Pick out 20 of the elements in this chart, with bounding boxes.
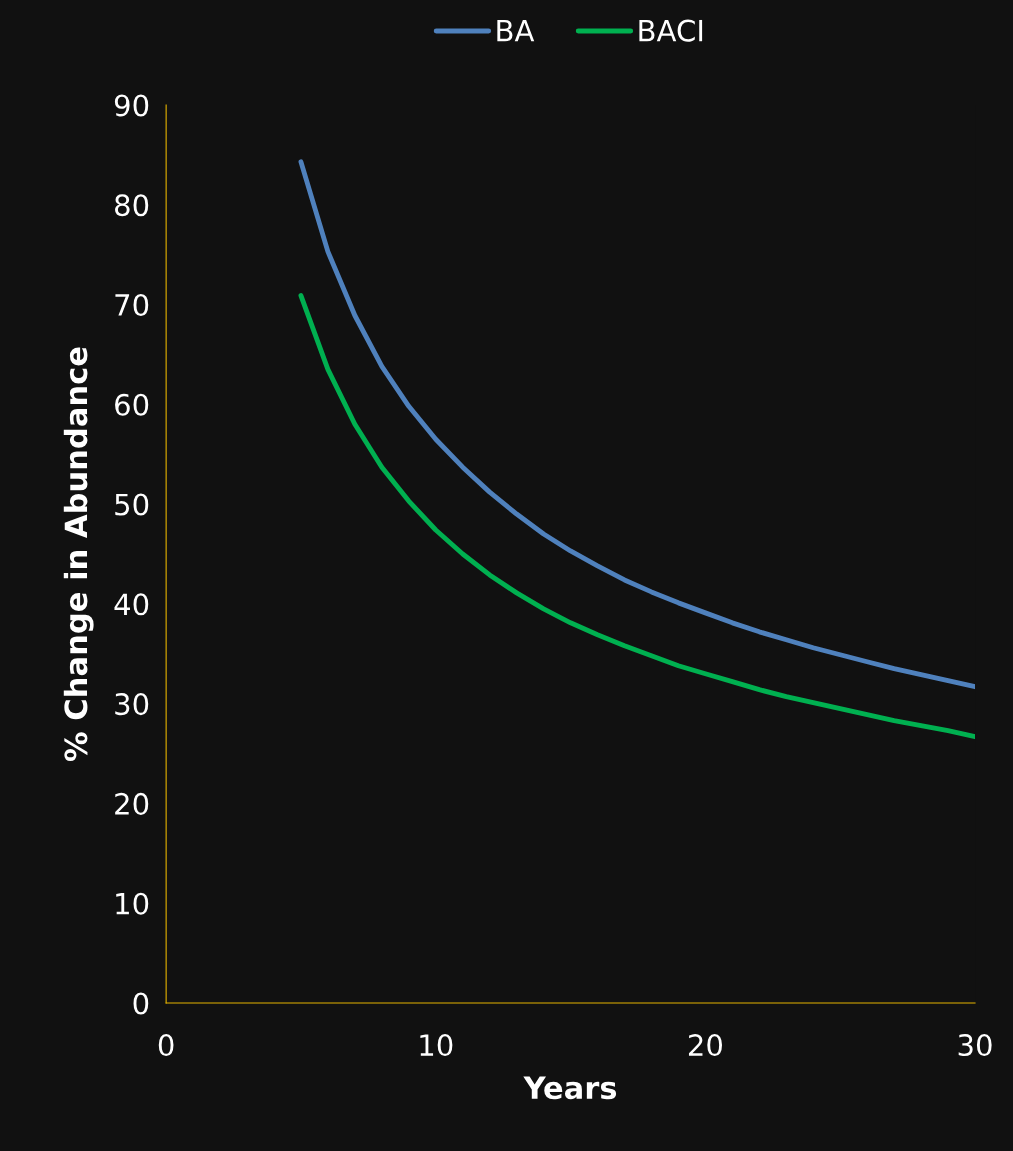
y-tick-label: 20 [115, 792, 149, 815]
y-tick-label: 10 [116, 892, 149, 915]
y-tick-label: 60 [115, 393, 149, 416]
x-tick-label: 0 [158, 1034, 174, 1057]
legend-label: BA [497, 19, 535, 42]
y-tick-label: 40 [114, 593, 149, 616]
y-tick-label: 90 [114, 94, 149, 117]
x-tick-label: 10 [420, 1034, 453, 1057]
x-axis-title: Years [523, 1076, 617, 1100]
x-tick-label: 20 [688, 1034, 723, 1057]
y-axis-title: % Change in Abundance [63, 347, 94, 761]
x-tick-label: 30 [958, 1034, 992, 1057]
y-tick-label: 70 [115, 293, 149, 317]
line-series [298, 293, 976, 739]
y-tick-label: 80 [115, 194, 149, 217]
y-tick-label: 30 [115, 693, 149, 716]
line-series [298, 159, 976, 690]
y-tick-label: 50 [115, 493, 149, 516]
legend-label: BACI [639, 19, 703, 42]
y-tick-label: 0 [133, 992, 149, 1015]
